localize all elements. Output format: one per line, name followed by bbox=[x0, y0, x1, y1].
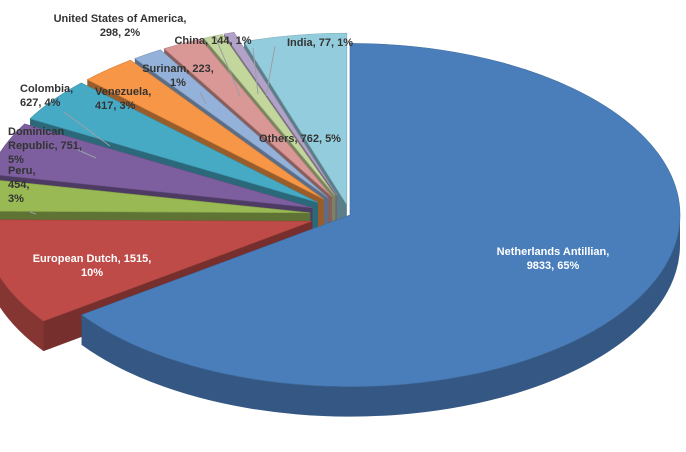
data-label-line: 3% bbox=[8, 193, 24, 205]
data-label-line: 5% bbox=[8, 154, 24, 166]
data-label-others: Others, 762, 5% bbox=[259, 133, 341, 145]
slice-rim-european-dutch-0 bbox=[0, 277, 44, 352]
data-label-line: United States of America, bbox=[54, 13, 187, 25]
data-label-dominican-republic: Dominican Republic, 751, 5% bbox=[8, 126, 82, 166]
leader-line-peru bbox=[29, 211, 37, 215]
pie-slice-dominican-republic bbox=[0, 123, 313, 209]
data-label-china: China, 144, 1% bbox=[174, 35, 251, 47]
data-label-netherlands-antillian: Netherlands Antillian, 9833, 65% bbox=[497, 246, 610, 272]
data-label-line: Venezuela, bbox=[95, 86, 151, 98]
data-label-european-dutch: European Dutch, 1515, 10% bbox=[33, 253, 152, 279]
data-labels: Netherlands Antillian, 9833, 65% European … bbox=[8, 13, 609, 279]
leader-lines bbox=[29, 35, 276, 215]
pie-slice-european-dutch bbox=[0, 219, 312, 322]
data-label-line: Surinam, 223, bbox=[142, 63, 214, 75]
slice-rim-netherlands-antillian-0 bbox=[81, 215, 681, 417]
data-label-line: European Dutch, 1515, bbox=[33, 253, 152, 265]
pie-slice-peru bbox=[0, 180, 311, 214]
data-label-line: 298, 2% bbox=[100, 27, 141, 39]
data-label-line: India, 77, 1% bbox=[287, 37, 353, 49]
data-label-line: 1% bbox=[170, 77, 186, 89]
data-label-line: Netherlands Antillian, bbox=[497, 246, 610, 258]
leader-line-surinam bbox=[199, 91, 207, 105]
data-label-india: India, 77, 1% bbox=[287, 37, 353, 49]
leader-line-india bbox=[265, 45, 276, 97]
pie-slice-surinam bbox=[134, 49, 329, 198]
data-label-peru: Peru, 454, 3% bbox=[8, 165, 36, 205]
data-label-line: Others, 762, 5% bbox=[259, 133, 341, 145]
pie-slice-colombia bbox=[29, 82, 319, 203]
pie-slice-china bbox=[203, 34, 336, 196]
data-label-line: Colombia, bbox=[20, 83, 73, 95]
pie-slice-india bbox=[223, 31, 338, 196]
data-label-venezuela: Venezuela, 417, 3% bbox=[95, 86, 151, 112]
data-label-line: Peru, bbox=[8, 165, 36, 177]
leader-line-dominican-republic bbox=[77, 149, 97, 159]
data-label-line: Dominican bbox=[8, 126, 65, 138]
data-label-line: China, 144, 1% bbox=[174, 35, 251, 47]
data-label-colombia: Colombia, 627, 4% bbox=[20, 83, 73, 109]
data-label-line: 9833, 65% bbox=[527, 260, 580, 272]
pie-slice-venezuela bbox=[86, 59, 325, 200]
pie-slice-united-states-of-america bbox=[163, 38, 333, 197]
leader-line-united-states-of-america bbox=[214, 35, 241, 97]
data-label-line: 454, bbox=[8, 179, 29, 191]
leader-line-china bbox=[252, 47, 259, 95]
pie-slice-netherlands-antillian bbox=[81, 43, 681, 387]
data-label-line: 417, 3% bbox=[95, 100, 136, 112]
data-label-line: 10% bbox=[81, 267, 103, 279]
data-label-line: Republic, 751, bbox=[8, 140, 82, 152]
data-label-united-states-of-america: United States of America, 298, 2% bbox=[54, 13, 187, 39]
slice-tops bbox=[0, 31, 681, 387]
data-label-line: 627, 4% bbox=[20, 97, 61, 109]
leader-line-colombia bbox=[63, 111, 111, 147]
data-label-surinam: Surinam, 223, 1% bbox=[142, 63, 214, 89]
